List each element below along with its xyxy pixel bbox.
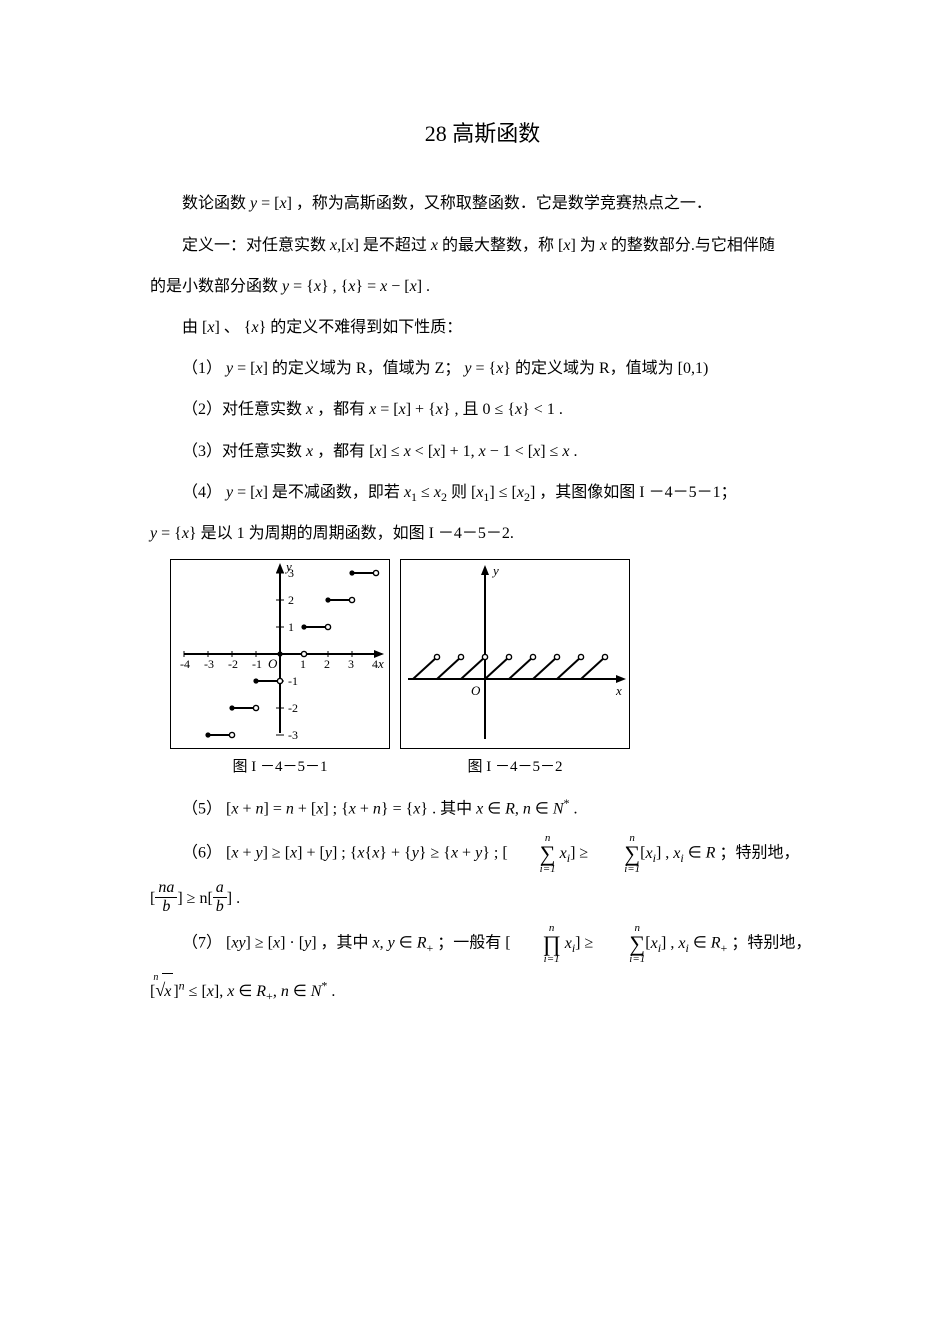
fractional-part-graph: x y O <box>400 559 630 749</box>
svg-text:-3: -3 <box>288 728 298 742</box>
property-4a: （4） y = [x] 是不减函数，即若 x1 ≤ x2 则 [x1] ≤ [x… <box>150 475 815 511</box>
property-1: （1） y = [x] 的定义域为 R，值域为 Z； y = {x} 的定义域为… <box>150 351 815 386</box>
property-7-cont: [ n√x ]n ≤ [x], x ∈ R+, n ∈ N* . <box>150 971 815 1011</box>
figure-1-caption: 图 I －4－5－1 <box>233 751 328 784</box>
figure-1: xyO-4-3-2-112341-12-23-3 图 I －4－5－1 <box>170 559 390 784</box>
svg-text:x: x <box>377 656 384 671</box>
svg-text:y: y <box>491 563 499 578</box>
svg-text:1: 1 <box>300 657 306 671</box>
property-6-cont: [ na b ] ≥ n[ a b ] . <box>150 881 815 917</box>
svg-text:-1: -1 <box>288 674 298 688</box>
page-title: 28 高斯函数 <box>150 110 815 158</box>
sum-icon: n ∑ i=1 <box>592 833 640 875</box>
fraction: na b <box>155 879 177 915</box>
svg-text:x: x <box>615 683 622 698</box>
product-icon: n ∏ i=1 <box>511 923 561 965</box>
svg-text:-2: -2 <box>228 657 238 671</box>
figure-2-caption: 图 I －4－5－2 <box>468 751 563 784</box>
svg-text:-4: -4 <box>180 657 190 671</box>
svg-text:2: 2 <box>324 657 330 671</box>
svg-text:3: 3 <box>348 657 354 671</box>
svg-text:4: 4 <box>372 657 378 671</box>
sum-icon: n ∑ i=1 <box>508 833 556 875</box>
svg-text:2: 2 <box>288 593 294 607</box>
fraction: a b <box>213 879 227 915</box>
property-4b: y = {x} 是以 1 为周期的周期函数，如图 I －4－5－2. <box>150 516 815 551</box>
bracket-r: ] . <box>227 890 240 907</box>
property-7: （7） [xy] ≥ [x] · [y] ，其中 x, y ∈ R+ ；一般有 … <box>150 923 815 965</box>
property-5: （5） [x + n] = n + [x] ; {x + n} = {x} . … <box>150 790 815 827</box>
p7-lead: （7） <box>182 935 226 952</box>
property-3: （3）对任意实数 x ，都有 [x] ≤ x < [x] + 1, x − 1 … <box>150 434 815 469</box>
svg-text:1: 1 <box>288 620 294 634</box>
document-page: 28 高斯函数 数论函数 y = [x] ，称为高斯函数，又称取整函数．它是数学… <box>0 0 945 1107</box>
svg-text:O: O <box>471 683 481 698</box>
p6-lead: （6） <box>182 845 226 862</box>
svg-text:-2: -2 <box>288 701 298 715</box>
property-6: （6） [x + y] ≥ [x] + [y] ; {x{x} + {y} ≥ … <box>150 833 815 875</box>
nth-root: n√x <box>155 971 173 1011</box>
definition-line-a: 定义一：对任意实数 x,[x] 是不超过 x 的最大整数，称 [x] 为 x 的… <box>150 228 815 263</box>
svg-text:-3: -3 <box>204 657 214 671</box>
property-2: （2）对任意实数 x ，都有 x = [x] + {x} , 且 0 ≤ {x}… <box>150 392 815 427</box>
figures-row: xyO-4-3-2-112341-12-23-3 图 I －4－5－1 xyO … <box>170 559 815 784</box>
svg-text:O: O <box>268 656 278 671</box>
svg-text:3: 3 <box>288 566 294 580</box>
figure-2: x y O 图 I －4－5－2 <box>400 559 630 784</box>
definition-line-b: 的是小数部分函数 y = {x} , {x} = x − [x] . <box>150 269 815 304</box>
properties-lead: 由 [x] 、 {x} 的定义不难得到如下性质： <box>150 310 815 345</box>
bracket-text: ] ≥ n[ <box>177 890 212 907</box>
intro-paragraph: 数论函数 y = [x] ，称为高斯函数，又称取整函数．它是数学竞赛热点之一． <box>150 186 815 221</box>
floor-function-graph: xyO-4-3-2-112341-12-23-3 <box>170 559 390 749</box>
sum-icon: n ∑ i=1 <box>597 923 645 965</box>
svg-text:-1: -1 <box>252 657 262 671</box>
